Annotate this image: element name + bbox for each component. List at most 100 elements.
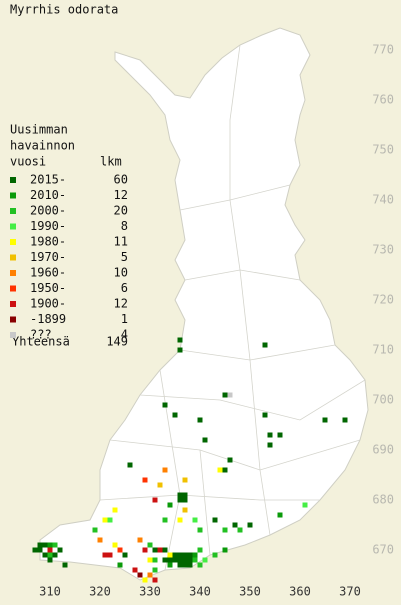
y-tick-label: 690 <box>372 443 394 457</box>
record-square <box>47 552 53 558</box>
record-square <box>167 552 173 558</box>
record-square <box>172 557 178 563</box>
record-square <box>127 462 133 468</box>
legend: Uusimman havainnon vuosi lkm Yhteensä 14… <box>10 123 128 349</box>
y-tick-label: 750 <box>372 143 394 157</box>
finland-outline <box>39 27 369 581</box>
y-tick-label: 670 <box>372 543 394 557</box>
legend-swatch <box>10 316 16 323</box>
record-square <box>142 477 148 483</box>
record-square <box>177 552 183 558</box>
record-square <box>112 542 118 548</box>
record-square <box>167 502 173 508</box>
record-square <box>112 507 118 513</box>
legend-label: 2010- <box>30 188 66 202</box>
record-square <box>152 497 158 503</box>
record-square <box>202 557 208 563</box>
record-square <box>212 517 218 523</box>
y-tick-label: 760 <box>372 93 394 107</box>
record-square <box>162 547 168 553</box>
record-square <box>172 552 178 558</box>
legend-swatch <box>10 223 16 230</box>
record-square <box>132 567 138 573</box>
record-square <box>152 577 158 583</box>
record-square <box>152 557 158 563</box>
record-square <box>187 562 193 568</box>
record-square <box>157 482 163 488</box>
record-square <box>177 347 183 353</box>
record-square <box>187 552 193 558</box>
record-square <box>227 392 233 398</box>
record-square <box>237 527 243 533</box>
legend-count-header: lkm <box>100 155 122 169</box>
record-square <box>212 552 218 558</box>
map-title: Myrrhis odorata <box>10 3 118 17</box>
record-square <box>177 562 183 568</box>
record-square <box>177 517 183 523</box>
legend-label: 1960- <box>30 266 66 280</box>
legend-swatch <box>10 285 16 292</box>
record-square <box>147 557 153 563</box>
record-square <box>137 572 143 578</box>
legend-swatch <box>10 254 16 261</box>
record-square <box>107 552 113 558</box>
record-square <box>262 342 268 348</box>
y-tick-label: 720 <box>372 293 394 307</box>
record-square <box>197 547 203 553</box>
legend-count: 12 <box>114 188 128 202</box>
record-square <box>322 417 328 423</box>
record-square <box>222 392 228 398</box>
record-square <box>117 547 123 553</box>
record-square <box>52 552 58 558</box>
legend-swatch <box>10 177 16 183</box>
record-square <box>177 492 183 498</box>
x-tick-label: 320 <box>89 585 111 599</box>
record-square <box>47 542 53 548</box>
legend-header: havainnon <box>10 139 75 153</box>
legend-count: 4 <box>121 328 128 342</box>
record-square <box>222 527 228 533</box>
legend-label: 1980- <box>30 235 66 249</box>
record-square <box>137 537 143 543</box>
record-square <box>197 562 203 568</box>
record-square <box>92 527 98 533</box>
legend-label: 2000- <box>30 204 66 218</box>
record-square <box>182 552 188 558</box>
record-square <box>182 557 188 563</box>
record-square <box>302 502 308 508</box>
y-tick-label: 700 <box>372 393 394 407</box>
record-square <box>102 552 108 558</box>
legend-label: 1970- <box>30 250 66 264</box>
legend-count: 10 <box>114 266 128 280</box>
record-square <box>177 337 183 343</box>
y-tick-label: 730 <box>372 243 394 257</box>
legend-total-label: Yhteensä <box>12 335 70 349</box>
record-square <box>107 517 113 523</box>
record-square <box>267 432 273 438</box>
record-square <box>62 562 68 568</box>
record-square <box>342 417 348 423</box>
record-square <box>192 557 198 563</box>
record-square <box>142 547 148 553</box>
y-tick-label: 770 <box>372 43 394 57</box>
legend-swatch <box>10 332 16 338</box>
record-square <box>162 402 168 408</box>
legend-label: -1899 <box>30 312 66 326</box>
x-tick-label: 310 <box>39 585 61 599</box>
record-square <box>232 522 238 528</box>
y-tick-label: 680 <box>372 493 394 507</box>
legend-label: 1900- <box>30 297 66 311</box>
record-square <box>142 577 148 583</box>
record-square <box>32 547 38 553</box>
record-square <box>187 557 193 563</box>
record-square <box>152 547 158 553</box>
record-square <box>277 512 283 518</box>
legend-label: 1990- <box>30 219 66 233</box>
record-square <box>247 522 253 528</box>
record-square <box>192 517 198 523</box>
legend-header: Uusimman <box>10 123 68 137</box>
record-square <box>122 552 128 558</box>
record-square <box>177 497 183 503</box>
legend-count: 8 <box>121 219 128 233</box>
